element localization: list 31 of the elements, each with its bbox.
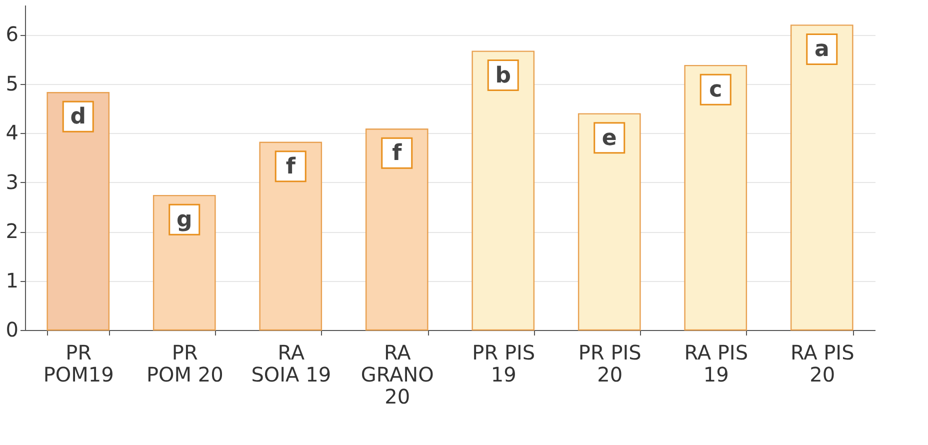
x-tick-label: RA SOIA 19 <box>251 340 332 386</box>
y-tick-label: 2 <box>6 219 18 244</box>
bar <box>684 64 748 331</box>
x-tick-label: PR PIS 19 <box>472 340 536 386</box>
annotation: e <box>602 126 617 151</box>
y-tick-label: 5 <box>6 71 18 96</box>
bar <box>790 24 854 331</box>
bar <box>578 113 641 331</box>
y-tick-label: 4 <box>6 120 18 145</box>
y-tick-label: 1 <box>6 268 18 292</box>
annotation: f <box>286 154 296 180</box>
x-tick-label: PR POM 20 <box>146 340 224 386</box>
y-tick-label: 3 <box>6 170 18 194</box>
x-tick-label: RA PIS 20 <box>790 340 854 386</box>
annotation: c <box>709 78 722 103</box>
bar <box>46 92 110 331</box>
bar <box>365 128 428 331</box>
x-tick-label: RA GRANO 20 <box>360 340 434 408</box>
bar <box>152 194 216 331</box>
annotation: f <box>392 141 402 166</box>
x-tick-label: PR POM19 <box>43 340 114 386</box>
annotation: a <box>814 37 830 62</box>
bar <box>259 142 322 331</box>
x-tick-label: PR PIS 20 <box>578 340 642 386</box>
annotation: b <box>495 63 511 88</box>
y-tick-label: 0 <box>6 318 18 342</box>
x-tick-label: RA PIS 19 <box>684 340 748 386</box>
annotation: g <box>176 208 192 233</box>
y-tick-label: 6 <box>6 22 18 46</box>
bar <box>472 50 535 331</box>
annotation: d <box>70 104 86 130</box>
